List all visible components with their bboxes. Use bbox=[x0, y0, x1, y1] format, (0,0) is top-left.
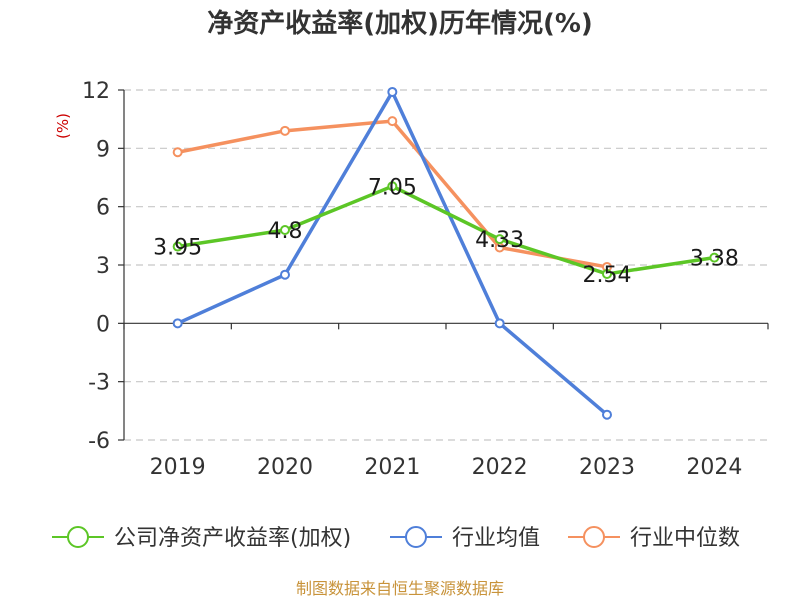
series-layer bbox=[172, 86, 720, 420]
data-label: 4.8 bbox=[268, 219, 303, 244]
series-point bbox=[387, 181, 398, 192]
x-tick-label: 2020 bbox=[257, 455, 313, 480]
data-label: 3.95 bbox=[153, 236, 202, 261]
series-point bbox=[280, 125, 290, 136]
series-point bbox=[494, 234, 505, 245]
series-point bbox=[172, 147, 183, 158]
data-label: 3.38 bbox=[690, 247, 739, 272]
y-tick-label: 0 bbox=[96, 312, 110, 337]
legend-marker bbox=[583, 526, 605, 548]
data-label: 4.33 bbox=[475, 228, 524, 253]
data-label: 7.05 bbox=[368, 175, 417, 200]
x-tick-label: 2019 bbox=[150, 455, 206, 480]
series-point bbox=[387, 86, 398, 97]
legend-label: 行业中位数 bbox=[630, 526, 740, 551]
y-tick-label: -3 bbox=[88, 371, 110, 396]
legend: 公司净资产收益率(加权) 行业均值 行业中位数 bbox=[52, 526, 740, 551]
series-point bbox=[280, 269, 290, 280]
series-point bbox=[602, 409, 612, 420]
label-layer: 3.95 4.8 7.05 4.33 2.54 3.38 bbox=[153, 175, 739, 288]
series-point bbox=[172, 241, 183, 252]
chart-title: 净资产收益率(加权)历年情况(%) bbox=[207, 8, 593, 39]
legend-marker bbox=[67, 526, 89, 548]
series-point bbox=[602, 268, 612, 279]
data-label: 2.54 bbox=[583, 263, 632, 288]
y-tick-label: 12 bbox=[82, 79, 110, 104]
series-point bbox=[709, 252, 720, 263]
series-point bbox=[172, 318, 183, 329]
axis-layer: 12 9 6 3 0 -3 -6 2019 2020 2021 2022 2023 2024 bbox=[82, 79, 769, 480]
series-point bbox=[387, 116, 398, 127]
y-tick-label: 3 bbox=[96, 254, 110, 279]
legend-label: 公司净资产收益率(加权) bbox=[114, 526, 351, 551]
series-point bbox=[494, 318, 505, 329]
legend-label: 行业均值 bbox=[452, 526, 540, 551]
x-tick-label: 2022 bbox=[472, 455, 528, 480]
x-tick-label: 2021 bbox=[364, 455, 420, 480]
x-tick-label: 2024 bbox=[686, 455, 742, 480]
y-tick-label: 6 bbox=[96, 196, 110, 221]
y-tick-label: -6 bbox=[88, 429, 110, 454]
series-point bbox=[280, 225, 290, 235]
series-line bbox=[175, 184, 717, 276]
legend-marker bbox=[405, 526, 427, 548]
y-axis-unit: (%) bbox=[54, 113, 72, 139]
y-tick-label: 9 bbox=[96, 137, 110, 162]
source-note: 制图数据来自恒生聚源数据库 bbox=[296, 579, 504, 598]
x-tick-label: 2023 bbox=[579, 455, 635, 480]
